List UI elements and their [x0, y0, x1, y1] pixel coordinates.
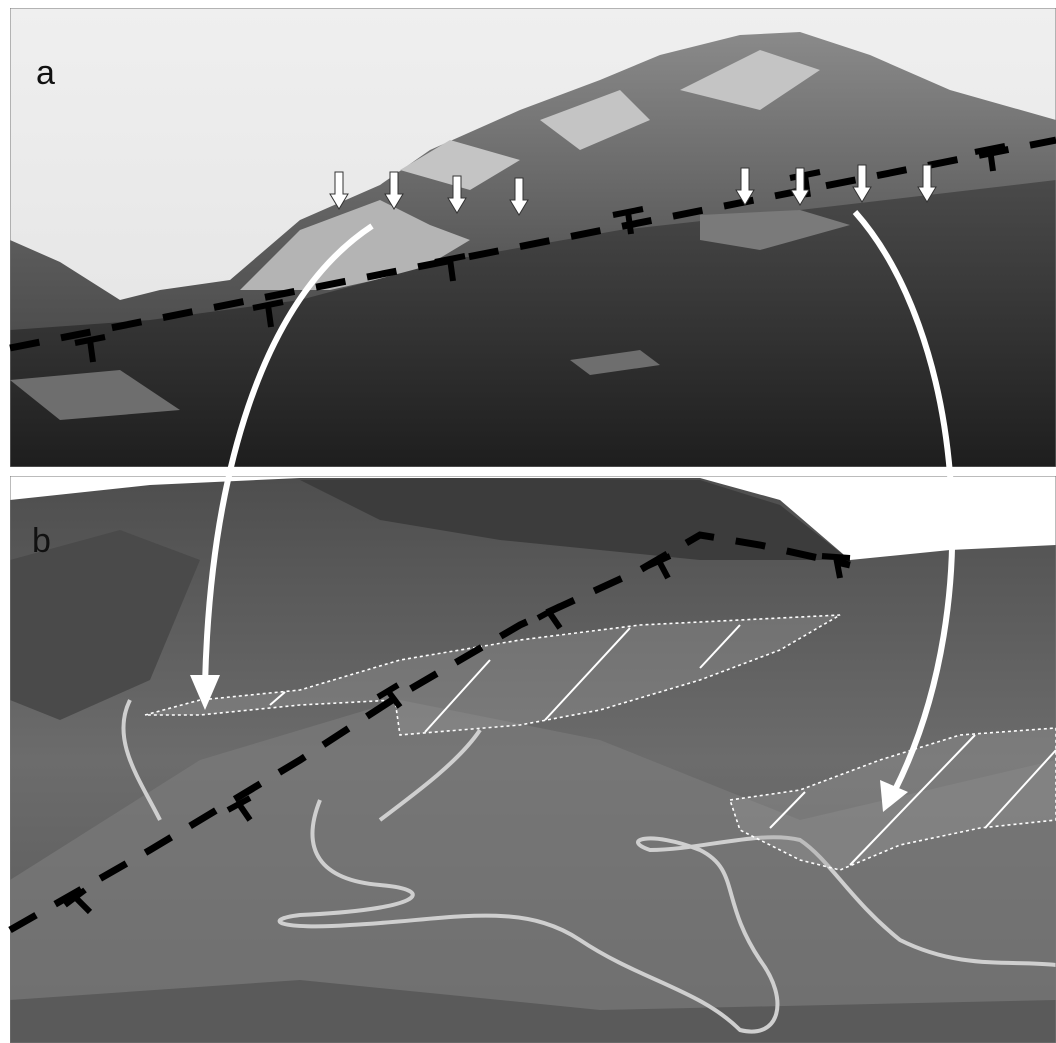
figure: a b	[0, 0, 1056, 1043]
page: a b	[0, 0, 1056, 1043]
panel-label: b	[32, 522, 51, 560]
panel-label: a	[36, 54, 55, 92]
panel-a-photo	[10, 8, 1056, 467]
